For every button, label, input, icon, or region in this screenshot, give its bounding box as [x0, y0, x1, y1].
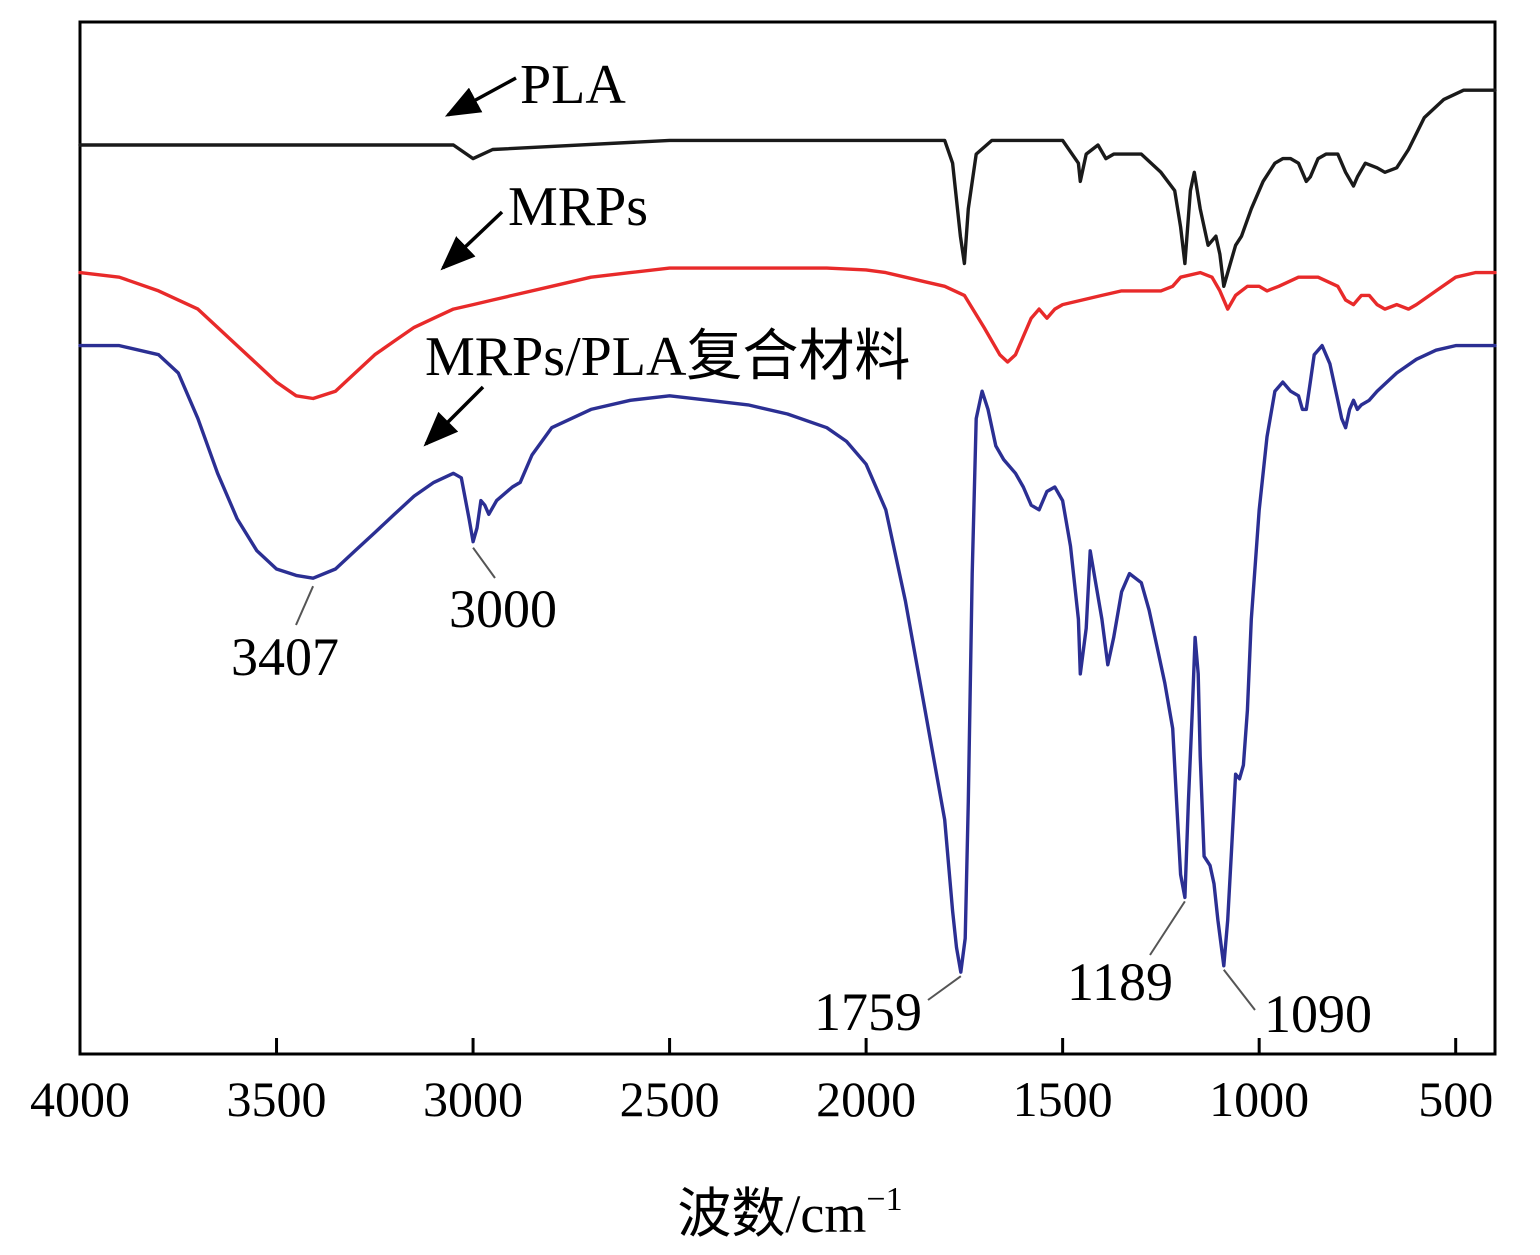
- series-arrow-3: [423, 385, 485, 447]
- peak-leader-1189: [1149, 900, 1186, 956]
- series-label-3: MRPs/PLA复合材料: [425, 326, 910, 388]
- series-label-2: MRPs: [508, 176, 648, 238]
- peak-label-1759: 1759: [814, 982, 922, 1042]
- annotation-layer: PLA MRPs MRPs/PLA复合材料: [423, 54, 910, 447]
- x-tick-label-3500: 3500: [227, 1071, 327, 1127]
- peak-label-1090: 1090: [1264, 984, 1372, 1044]
- series-line-3: [78, 343, 1497, 974]
- x-axis-title-main: 波数/cm: [677, 1184, 866, 1244]
- series-label-1: PLA: [520, 54, 626, 116]
- x-tick-label-4000: 4000: [30, 1071, 130, 1127]
- peak-leader-3407: [295, 585, 314, 626]
- peak-label-layer: 3407 3000 1759 1189 1090: [231, 547, 1372, 1044]
- x-axis-ticks: 4000 3500 3000 2500 2000 1500 1000 500: [30, 1038, 1493, 1127]
- x-tick-label-1500: 1500: [1013, 1071, 1113, 1127]
- peak-label-3407: 3407: [231, 627, 339, 687]
- x-tick-label-2000: 2000: [816, 1071, 916, 1127]
- series-line-1: [78, 88, 1497, 288]
- x-tick-label-500: 500: [1418, 1071, 1493, 1127]
- x-axis-title-sup: −1: [866, 1181, 902, 1218]
- peak-label-3000: 3000: [449, 579, 557, 639]
- peak-leader-1090: [1223, 969, 1256, 1011]
- series-line-2: [78, 266, 1497, 401]
- x-tick-label-3000: 3000: [423, 1071, 523, 1127]
- x-axis-title: 波数/cm−1: [677, 1181, 902, 1244]
- x-tick-label-2500: 2500: [620, 1071, 720, 1127]
- plot-frame: [78, 20, 1497, 1056]
- series-arrow-1: [444, 76, 517, 117]
- series-layer: [78, 88, 1497, 974]
- peak-leader-1759: [927, 975, 962, 1001]
- x-tick-label-1000: 1000: [1209, 1071, 1309, 1127]
- peak-leader-3000: [472, 547, 496, 579]
- series-arrow-2: [440, 210, 504, 271]
- peak-label-1189: 1189: [1067, 952, 1173, 1012]
